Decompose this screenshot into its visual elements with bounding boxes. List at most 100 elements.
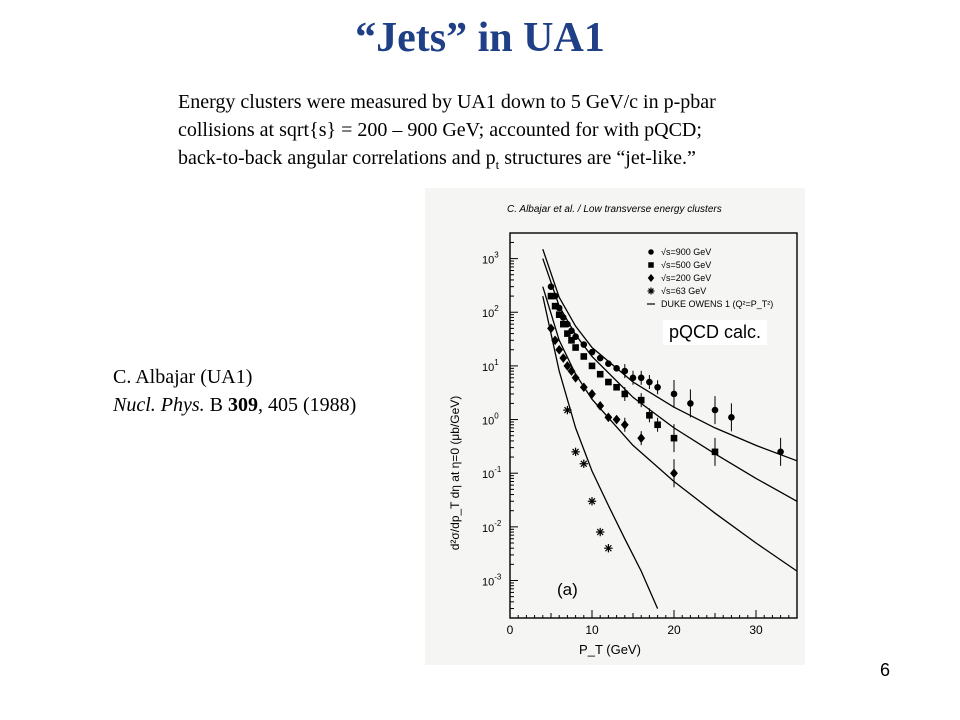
- y-tick-label: 10-1: [482, 465, 502, 481]
- pt-subscript: t: [495, 157, 500, 172]
- star-stroke: [605, 544, 612, 552]
- y-axis-label: d²σ/dp_T dη at η=0 (μb/GeV): [448, 396, 462, 551]
- plot-frame: [509, 232, 798, 619]
- y-tick-exponent: -1: [494, 465, 502, 474]
- data-point-circle: [629, 374, 637, 382]
- scanned-figure: C. Albajar et al. / Low transverse energ…: [425, 188, 805, 665]
- data-point-square: [646, 412, 653, 419]
- figure-header: C. Albajar et al. / Low transverse energ…: [507, 204, 722, 215]
- description-line-3: back-to-back angular correlations and pt…: [178, 144, 858, 179]
- star-stroke: [596, 528, 604, 536]
- data-point-square: [547, 292, 555, 300]
- slide-title: “Jets” in UA1: [355, 15, 605, 61]
- x-tick-label: 20: [667, 623, 681, 637]
- x-axis-label: P_T (GeV): [579, 642, 641, 657]
- page-number: 6: [880, 660, 891, 680]
- legend-entry: √s=63 GeV: [661, 286, 706, 296]
- data-point-diamond: [647, 274, 655, 282]
- citation-pages-year: , 405 (1988): [258, 394, 357, 416]
- theory-curve: [542, 286, 798, 572]
- data-point-square: [580, 353, 588, 360]
- data-point-circle: [547, 283, 555, 290]
- data-point-star: [596, 527, 605, 537]
- x-tick-label: 10: [585, 623, 599, 637]
- y-tick-label: 101: [482, 358, 499, 374]
- y-tick-exponent: 1: [494, 358, 499, 367]
- pqcd-calc-label: pQCD calc.: [663, 320, 768, 345]
- data-point-diamond: [563, 361, 572, 371]
- data-point-square: [648, 262, 654, 268]
- description-text: Energy clusters were measured by UA1 dow…: [178, 88, 858, 179]
- data-point-circle: [728, 414, 735, 421]
- figure-plot: C. Albajar et al. / Low transverse energ…: [448, 204, 798, 657]
- star-stroke: [564, 406, 571, 414]
- legend-entry: √s=900 GeV: [661, 247, 711, 257]
- star-stroke: [648, 288, 654, 294]
- citation-journal: Nucl. Phys.: [113, 394, 205, 416]
- description-line-3-start: back-to-back angular correlations and p: [178, 147, 496, 169]
- data-point-square: [555, 311, 563, 319]
- citation-author: C. Albajar (UA1): [113, 366, 253, 388]
- data-point-diamond: [612, 414, 621, 425]
- y-tick-label: 102: [482, 304, 499, 320]
- y-tick-exponent: 0: [494, 412, 499, 421]
- data-point-circle: [711, 406, 719, 414]
- data-point-circle: [596, 354, 604, 362]
- data-point-square: [560, 320, 567, 328]
- data-point-diamond: [551, 335, 559, 346]
- data-point-square: [551, 302, 559, 310]
- data-point-diamond: [604, 412, 613, 423]
- description-line-3-end: structures are “jet-like.”: [499, 147, 696, 169]
- citation-series: B: [204, 394, 228, 416]
- y-tick-exponent: -3: [494, 573, 502, 582]
- data-point-square: [637, 396, 645, 404]
- data-point-diamond: [670, 468, 678, 478]
- data-point-star: [604, 543, 613, 553]
- legend: √s=900 GeV √s=500 GeV √s=200 GeV √s=63 GeV D…: [647, 247, 773, 309]
- y-tick-exponent: 2: [494, 304, 499, 313]
- data-point-star: [563, 405, 572, 415]
- y-tick-label: 103: [482, 251, 499, 267]
- data-point-square: [564, 330, 571, 337]
- data-point-star: [647, 287, 655, 295]
- data-point-square: [613, 383, 620, 391]
- star-stroke: [588, 497, 596, 505]
- data-point-diamond: [547, 323, 555, 334]
- data-point-square: [572, 344, 579, 351]
- data-point-circle: [670, 390, 678, 398]
- data-point-diamond: [596, 401, 605, 411]
- panel-label: (a): [557, 580, 578, 599]
- data-point-square: [605, 378, 612, 386]
- data-point-square: [568, 337, 575, 344]
- theory-curve: [542, 295, 659, 609]
- data-point-diamond: [559, 353, 568, 363]
- data-point-diamond: [567, 366, 576, 376]
- data-point-star: [579, 459, 588, 468]
- data-point-circle: [637, 374, 645, 382]
- data-point-star: [571, 447, 580, 457]
- data-point-circle: [654, 383, 661, 391]
- y-tick-label: 10-3: [482, 573, 502, 589]
- description-line-2: collisions at sqrt{s} = 200 – 900 GeV; a…: [178, 119, 702, 141]
- legend-entry: √s=200 GeV: [661, 273, 711, 283]
- data-point-circle: [777, 448, 784, 456]
- data-point-diamond: [620, 419, 629, 430]
- y-tick-label: 100: [482, 412, 499, 428]
- data-point-square: [621, 390, 629, 398]
- data-points: [547, 283, 784, 553]
- data-point-square: [588, 362, 596, 370]
- star-stroke: [572, 448, 579, 456]
- data-point-diamond: [588, 389, 596, 399]
- data-point-circle: [621, 367, 629, 375]
- data-point-square: [654, 421, 661, 429]
- data-point-diamond: [555, 344, 564, 355]
- description-line-1: Energy clusters were measured by UA1 dow…: [178, 91, 716, 113]
- y-tick-exponent: 3: [494, 251, 499, 260]
- star-stroke: [580, 460, 588, 468]
- data-point-diamond: [579, 382, 588, 393]
- legend-entry: √s=500 GeV: [661, 260, 711, 270]
- x-tick-label: 30: [749, 623, 763, 637]
- data-point-star: [587, 497, 597, 506]
- data-point-circle: [687, 400, 694, 407]
